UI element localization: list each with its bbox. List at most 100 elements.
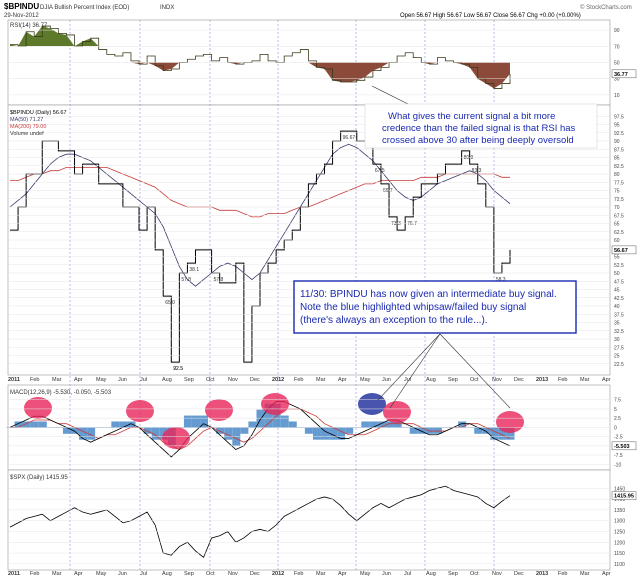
x-axis: 2011 2011 Feb Feb Mar Mar Apr Apr May May Jun Jun Ju… <box>8 377 611 577</box>
macd-histogram-bar <box>79 427 88 440</box>
macd-histogram-bar <box>345 427 354 434</box>
macd-histogram-bar <box>111 421 120 428</box>
macd-histogram-bar <box>377 421 386 428</box>
x-tick-label: Feb <box>30 571 39 577</box>
price-y-tick: 37.5 <box>614 312 624 318</box>
macd-histogram-bar <box>498 427 507 440</box>
spx-y-tick: 1400 <box>614 497 625 503</box>
spx-legend: $SPX (Daily) 1415.95 <box>10 475 68 481</box>
macd-histogram-bar <box>127 421 136 428</box>
macd-histogram-bar <box>87 427 96 440</box>
buy-note-line-2: Note the blue highlighted whipsaw/failed… <box>300 302 526 313</box>
price-y-tick: 70 <box>614 205 620 211</box>
macd-histogram-bar <box>200 415 209 428</box>
point-label: 92.5 <box>173 366 183 372</box>
x-tick-label: May <box>96 571 107 577</box>
point-label: 96.67 <box>343 135 356 141</box>
macd-histogram-bar <box>264 403 273 428</box>
x-tick-label: Oct <box>470 571 479 577</box>
spx-line <box>9 485 511 559</box>
macd-histogram-bar <box>30 421 39 428</box>
rsi-legend: RSI(14) 36.77 <box>10 23 48 29</box>
price-y-tick: 47.5 <box>614 279 624 285</box>
macd-histogram-bar <box>151 427 160 440</box>
macd-histogram-bar <box>506 427 515 440</box>
x-tick-label: 2011 <box>8 571 20 577</box>
x-tick-label: Jun <box>118 571 127 577</box>
x-tick-label: Aug <box>162 377 172 383</box>
x-tick-label: Dec <box>250 377 260 383</box>
header-name: DJIA Bullish Percent Index (EOD) <box>40 5 129 11</box>
macd-y-tick: 7.5 <box>614 398 621 404</box>
macd-histogram-bar <box>369 421 378 428</box>
last-value-box <box>611 69 637 79</box>
x-tick-label: Oct <box>206 377 215 383</box>
x-tick-label: Feb <box>294 377 303 383</box>
signal-highlight <box>126 400 154 422</box>
last-value-box <box>611 245 637 255</box>
last-value-box <box>611 441 637 451</box>
spx-y-tick: 1300 <box>614 519 625 525</box>
macd-histogram-bar <box>425 427 434 434</box>
macd-histogram-bar <box>143 427 152 434</box>
x-tick-label: Dec <box>514 377 524 383</box>
x-tick-label: 2011 <box>8 377 20 383</box>
macd-histogram-bar <box>304 427 313 434</box>
point-label: 38.1 <box>189 267 199 273</box>
macd-histogram-bar <box>433 427 442 434</box>
macd-histogram-bar <box>62 427 71 434</box>
x-tick-label: Jul <box>140 377 147 383</box>
point-label: 83.3 <box>472 168 482 174</box>
last-value-label: 36.77 <box>614 72 628 78</box>
price-y-tick: 82.5 <box>614 164 624 170</box>
price-y-tick: 55 <box>614 255 620 261</box>
price-y-tick: 35 <box>614 321 620 327</box>
price-y-tick: 45 <box>614 288 620 294</box>
price-y-tick: 90 <box>614 139 620 145</box>
x-tick-label: 2012 <box>272 571 284 577</box>
macd-legend: MACD(12,26,9) -5.530, -0.050, -5.503 <box>10 390 112 396</box>
x-tick-label: Nov <box>228 377 238 383</box>
point-label: 65.0 <box>165 300 175 306</box>
x-tick-label: Mar <box>316 571 326 577</box>
point-label: 73.3 <box>391 221 401 227</box>
macd-y-tick: -2.5 <box>614 435 623 441</box>
point-label: 67.5 <box>375 168 385 174</box>
point-label: 22.5 <box>173 366 183 372</box>
x-tick-label: Sep <box>448 571 458 577</box>
ma200-line <box>10 166 510 218</box>
header-exchange: INDX <box>160 5 174 11</box>
x-tick-label: Jul <box>140 571 147 577</box>
bpindu-line <box>10 130 511 363</box>
rsi-y-tick: 10 <box>614 93 620 99</box>
macd-histogram-bar <box>393 421 402 428</box>
x-tick-label: Feb <box>30 377 39 383</box>
rsi-line <box>10 25 511 89</box>
x-tick-label: Jun <box>382 377 391 383</box>
macd-histogram-bar <box>482 427 491 434</box>
buy-annotation: 11/30: BPINDU has now given an intermedi… <box>293 280 577 409</box>
x-tick-label: Nov <box>492 571 502 577</box>
macd-histogram-bar <box>458 421 467 428</box>
macd-y-tick: 5 <box>614 407 617 413</box>
x-tick-label: Oct <box>470 377 479 383</box>
signal-highlight <box>24 397 52 419</box>
rsi-note-line-2: credence than the failed signal is that … <box>382 123 576 134</box>
x-tick-label: Mar <box>316 377 326 383</box>
rsi-y-tick: 70 <box>614 44 620 50</box>
last-value-label: 56.67 <box>614 248 628 254</box>
header-date: 29-Nov-2012 <box>4 13 39 19</box>
price-y-tick: 72.5 <box>614 197 624 203</box>
macd-histogram-bar <box>119 421 128 428</box>
macd-histogram-bar <box>361 421 370 428</box>
signal-highlight <box>261 393 289 415</box>
price-y-tick: 67.5 <box>614 213 624 219</box>
spx-plot <box>9 485 511 559</box>
signal-highlight <box>383 401 411 423</box>
x-tick-label: Jul <box>404 571 411 577</box>
price-y-tick: 42.5 <box>614 296 624 302</box>
rsi-y-tick: 50 <box>614 61 620 67</box>
macd-y-tick: 0 <box>614 425 617 431</box>
x-tick-label: Mar <box>580 571 590 577</box>
